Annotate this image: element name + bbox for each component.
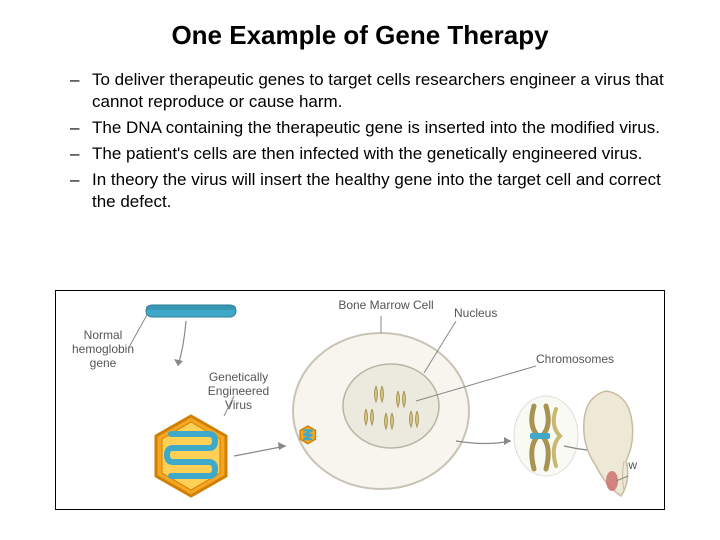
diagram-svg <box>56 291 664 509</box>
bullet-list: – To deliver therapeutic genes to target… <box>0 69 720 214</box>
gene-therapy-diagram: Normal hemoglobin gene Genetically Engin… <box>55 290 665 510</box>
bullet-dash: – <box>70 69 92 113</box>
bullet-text: The patient's cells are then infected wi… <box>92 143 670 165</box>
list-item: – The patient's cells are then infected … <box>70 143 670 165</box>
bullet-dash: – <box>70 143 92 165</box>
bullet-dash: – <box>70 169 92 213</box>
list-item: – The DNA containing the therapeutic gen… <box>70 117 670 139</box>
list-item: – In theory the virus will insert the he… <box>70 169 670 213</box>
bullet-text: To deliver therapeutic genes to target c… <box>92 69 670 113</box>
list-item: – To deliver therapeutic genes to target… <box>70 69 670 113</box>
bullet-dash: – <box>70 117 92 139</box>
page-title: One Example of Gene Therapy <box>0 0 720 69</box>
bullet-text: The DNA containing the therapeutic gene … <box>92 117 670 139</box>
bullet-text: In theory the virus will insert the heal… <box>92 169 670 213</box>
